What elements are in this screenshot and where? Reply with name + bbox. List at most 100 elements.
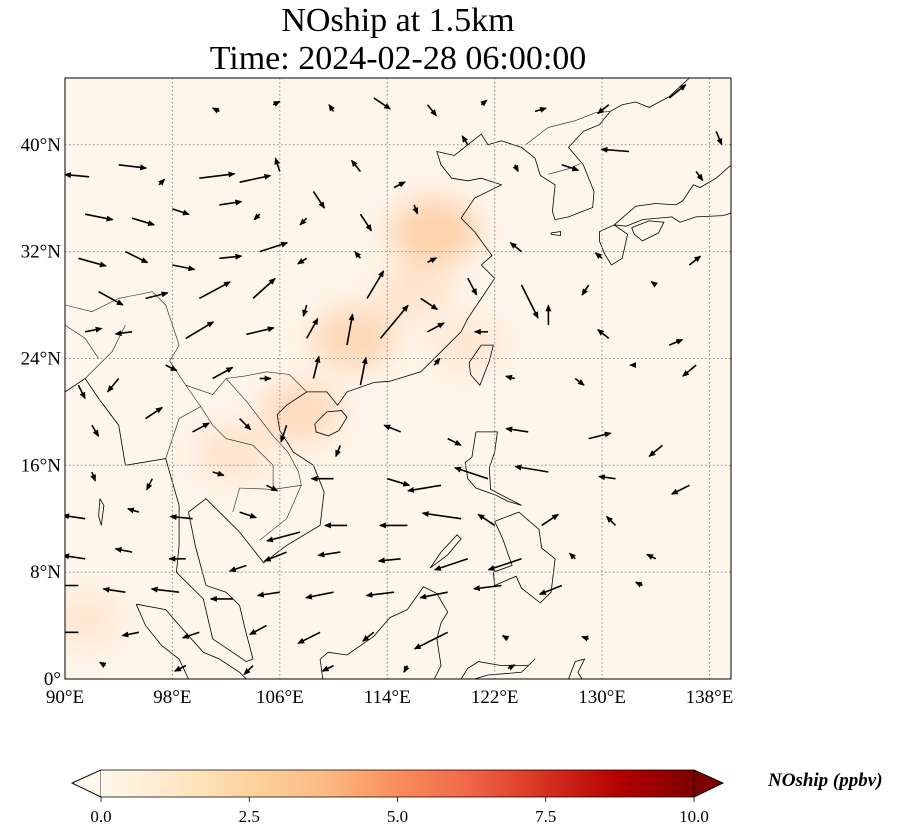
- wind-arrow: [350, 159, 362, 172]
- coast-jeju: [550, 231, 561, 237]
- wind-arrow: [568, 552, 577, 560]
- coast-andaman: [98, 498, 105, 526]
- wind-arrow: [306, 317, 319, 339]
- wind-arrow: [274, 157, 281, 172]
- lat-tick-label: 16°N: [21, 455, 62, 476]
- map-frame: [64, 77, 732, 680]
- wind-arrow: [715, 131, 723, 146]
- wind-arrow: [480, 99, 488, 107]
- wind-arrow: [118, 164, 148, 171]
- wind-arrow: [413, 631, 449, 650]
- wind-arrow: [335, 445, 342, 458]
- colorbar-tick-label: 10.0: [679, 807, 709, 826]
- wind-arrow: [114, 330, 133, 337]
- wind-arrow: [509, 242, 522, 253]
- wind-arrow: [90, 471, 96, 482]
- wind-arrow: [158, 178, 166, 186]
- wind-arrow: [65, 172, 90, 179]
- conc-indochina: [195, 423, 271, 480]
- wind-arrow: [198, 281, 231, 300]
- wind-arrow: [574, 377, 585, 386]
- wind-arrow: [427, 257, 438, 264]
- coast-east-asia-mainland: [65, 78, 690, 663]
- colorbar-tick-label: 5.0: [387, 807, 408, 826]
- colorbar-ticks: 0.0 2.5 5.0 7.5 10.0: [90, 797, 709, 826]
- wind-arrow: [505, 426, 529, 433]
- wind-arrow: [239, 511, 258, 519]
- border-thai-laos: [200, 406, 274, 490]
- wind-arrow: [359, 356, 368, 386]
- wind-arrow: [581, 284, 590, 296]
- wind-arrow: [600, 146, 630, 153]
- gridlines: [65, 78, 731, 679]
- colorbar-tick-label: 7.5: [535, 807, 556, 826]
- wind-arrow: [312, 355, 321, 379]
- conc-east-china: [376, 263, 452, 320]
- border-inland-3: [65, 324, 99, 359]
- map-title-line2: Time: 2024-02-28 06:00:00: [209, 40, 587, 77]
- conc-malay-strait: [65, 591, 122, 646]
- wind-arrow: [172, 208, 190, 216]
- wind-arrow: [266, 531, 301, 543]
- wind-arrow: [426, 104, 437, 117]
- wind-arrow: [650, 281, 659, 288]
- longitude-ticks: 90°E 98°E 106°E 114°E 122°E 130°E 138°E: [46, 687, 733, 708]
- wind-arrow: [169, 514, 193, 521]
- wind-arrow: [219, 253, 243, 260]
- coast-hainan: [314, 410, 348, 437]
- wind-arrow: [501, 634, 510, 642]
- wind-arrow: [272, 100, 281, 107]
- wind-arrow: [102, 586, 126, 593]
- wind-arrow: [393, 181, 406, 189]
- map-figure: 90°E 98°E 106°E 114°E 122°E 130°E 138°E 0° 8°N 1…: [21, 77, 733, 708]
- wind-arrow: [65, 553, 86, 560]
- wind-arrow: [78, 257, 107, 268]
- wind-arrow: [354, 250, 362, 259]
- colorbar-min-extend: [71, 769, 102, 798]
- wind-arrow: [239, 418, 252, 431]
- wind-arrow: [594, 252, 603, 259]
- wind-arrow: [91, 424, 100, 438]
- wind-arrow: [212, 470, 225, 477]
- colorbar-tick-label: 0.0: [90, 807, 111, 826]
- wind-arrow: [259, 241, 289, 253]
- colorbar-gradient: [101, 770, 694, 797]
- country-borders: [65, 111, 611, 541]
- wind-arrow: [219, 199, 243, 206]
- coast-honshu: [613, 165, 731, 227]
- wind-arrow: [243, 665, 254, 676]
- wind-arrow: [84, 326, 103, 333]
- wind-arrow: [512, 164, 519, 173]
- wind-arrow: [185, 321, 215, 340]
- wind-arrow: [239, 173, 272, 183]
- wind-arrow: [365, 591, 395, 598]
- colorbar-tick-label: 2.5: [239, 807, 260, 826]
- wind-arrow: [107, 377, 120, 393]
- wind-arrow: [379, 304, 409, 339]
- wind-arrow: [688, 255, 702, 266]
- wind-arrow: [297, 631, 321, 645]
- conc-yellow-sea: [389, 197, 480, 266]
- wind-arrow: [447, 437, 462, 446]
- wind-arrow: [538, 584, 563, 596]
- lat-tick-label: 40°N: [21, 135, 62, 156]
- coastlines: [65, 78, 731, 679]
- wind-arrow: [477, 513, 496, 527]
- wind-arrow: [387, 477, 411, 487]
- wind-arrow: [121, 631, 140, 638]
- wind-arrow: [317, 551, 341, 558]
- wind-arrow: [252, 277, 276, 299]
- wind-arrow: [125, 250, 149, 264]
- wind-arrow: [487, 558, 522, 571]
- coast-shikoku: [631, 220, 665, 242]
- coast-visayas-mindanao: [492, 511, 556, 604]
- lon-tick-label: 114°E: [364, 687, 411, 708]
- wind-arrow: [212, 366, 234, 380]
- wind-arrow: [366, 270, 385, 299]
- wind-arrow: [597, 328, 610, 340]
- wind-arrow: [581, 635, 589, 642]
- lat-tick-label: 24°N: [21, 348, 62, 369]
- wind-arrow: [77, 384, 86, 400]
- wind-arrow: [98, 661, 107, 668]
- lat-tick-label: 0°: [44, 669, 61, 690]
